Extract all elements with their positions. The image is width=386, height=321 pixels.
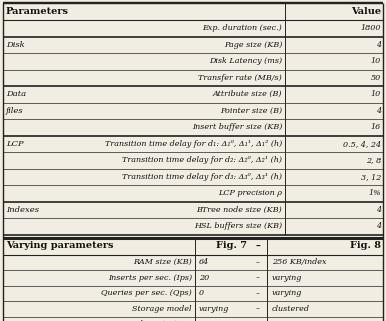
Text: varying: varying [199,305,229,313]
Text: Fig. 8: Fig. 8 [350,241,381,250]
Text: Exp. duration (sec.): Exp. duration (sec.) [202,24,282,32]
Text: 2, 8: 2, 8 [366,156,381,164]
Text: 4: 4 [376,41,381,49]
Text: 50: 50 [371,74,381,82]
Text: 256 KB/index: 256 KB/index [272,258,327,266]
Text: Disk: Disk [6,41,25,49]
Text: Value: Value [351,7,381,16]
Text: –: – [256,320,260,321]
Text: 4: 4 [376,206,381,214]
Text: Queries per sec. (Qps): Queries per sec. (Qps) [101,289,192,297]
Text: BTree node size (KB): BTree node size (KB) [196,206,282,214]
Text: Fig. 7: Fig. 7 [215,241,247,250]
Text: varying: varying [272,289,302,297]
Text: Pointer size (B): Pointer size (B) [220,107,282,115]
Text: –: – [256,241,261,250]
Text: –: – [256,274,260,282]
Text: LCP: LCP [6,140,24,148]
Text: Transition time delay for d₃: Δ₃⁰, Δ₃¹ (h): Transition time delay for d₃: Δ₃⁰, Δ₃¹ (… [122,173,282,181]
Text: 1%: 1% [368,189,381,197]
Text: varying: varying [199,320,229,321]
Text: 16: 16 [371,123,381,131]
Text: 10: 10 [371,90,381,98]
Text: Varying parameters: Varying parameters [6,241,113,250]
Text: Disk Latency (ms): Disk Latency (ms) [209,57,282,65]
Text: RAM size (KB): RAM size (KB) [133,258,192,266]
Text: 0: 0 [199,289,204,297]
Text: Indexes: Indexes [6,206,39,214]
Text: varying: varying [272,274,302,282]
Text: –: – [256,305,260,313]
Text: 0.5, 4, 24: 0.5, 4, 24 [343,140,381,148]
Text: LCP precision ρ: LCP precision ρ [218,189,282,197]
Text: 1800: 1800 [361,24,381,32]
Text: files: files [6,107,24,115]
Text: 20: 20 [199,274,209,282]
Text: Storage model: Storage model [132,305,192,313]
Text: Page size (KB): Page size (KB) [223,41,282,49]
Text: 4: 4 [376,222,381,230]
Text: 64: 64 [199,258,209,266]
Text: 3, 12: 3, 12 [361,173,381,181]
Text: 4: 4 [376,107,381,115]
Text: Attribute size (B): Attribute size (B) [213,90,282,98]
Text: Data: Data [6,90,26,98]
Text: Transition time delay for d₂: Δ₂⁰, Δ₂¹ (h): Transition time delay for d₂: Δ₂⁰, Δ₂¹ (… [122,156,282,164]
Text: –: – [256,289,260,297]
Text: Transition time delay for d₁: Δ₁⁰, Δ₁¹, Δ₁² (h): Transition time delay for d₁: Δ₁⁰, Δ₁¹, … [105,140,282,148]
Text: eager: eager [272,320,295,321]
Text: Parameters: Parameters [6,7,69,16]
Text: 10: 10 [371,57,381,65]
Text: Inserts per sec. (Ips): Inserts per sec. (Ips) [108,274,192,282]
Text: clustered: clustered [272,305,310,313]
Text: HSL buffers size (KB): HSL buffers size (KB) [194,222,282,230]
Text: Transfer rate (MB/s): Transfer rate (MB/s) [198,74,282,82]
Text: Feeding strategy: Feeding strategy [124,320,192,321]
Text: –: – [256,258,260,266]
Text: Insert buffer size (KB): Insert buffer size (KB) [191,123,282,131]
